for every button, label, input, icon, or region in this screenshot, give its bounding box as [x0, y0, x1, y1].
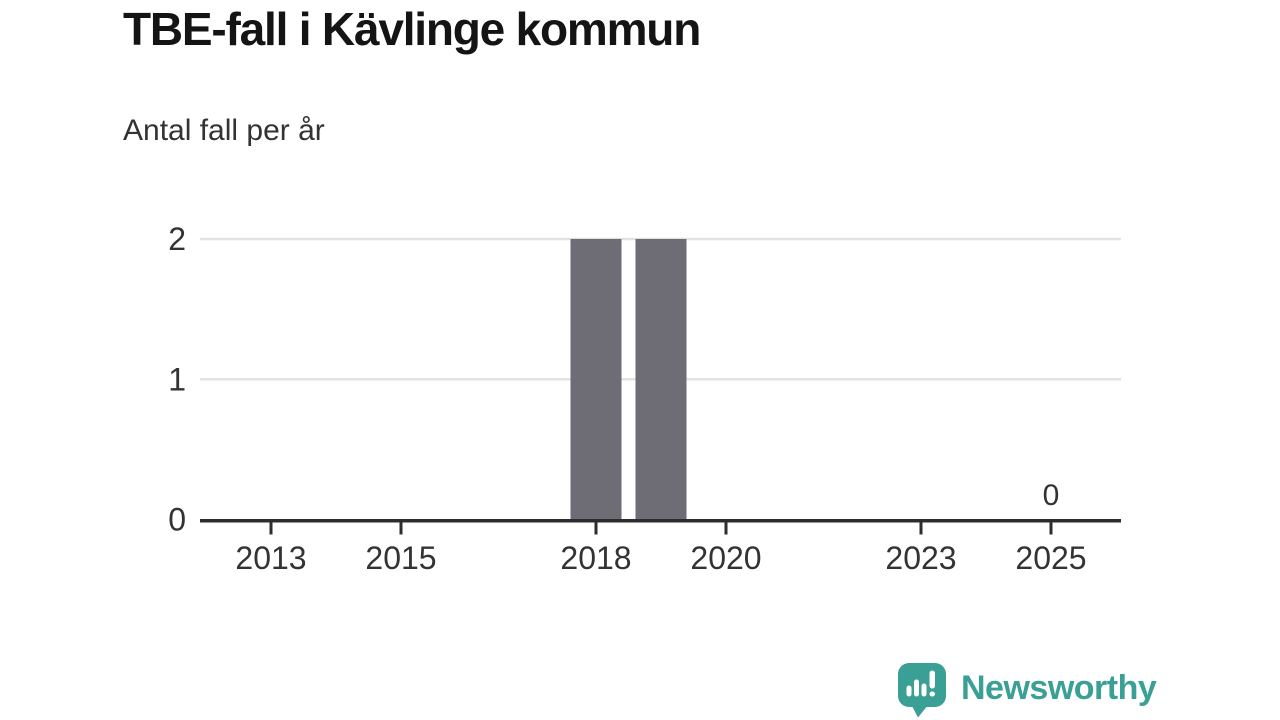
- x-tick-label-2025: 2025: [1015, 540, 1086, 576]
- chart-subtitle: Antal fall per år: [123, 114, 325, 147]
- bar-chart: 2013 2015 2018 2020 2023 2025 0 1 2 0: [168, 221, 1121, 576]
- x-tick-label-2023: 2023: [885, 540, 956, 576]
- y-tick-label-1: 1: [168, 361, 186, 397]
- x-tick-label-2018: 2018: [560, 540, 631, 576]
- bar-2019: [635, 239, 687, 520]
- logo-exclamation-dot: [929, 691, 935, 697]
- logo-bar-1: [906, 685, 912, 697]
- bar-2018: [570, 239, 622, 520]
- x-tick-label-2015: 2015: [365, 540, 436, 576]
- chart-title: TBE-fall i Kävlinge kommun: [123, 3, 701, 55]
- x-tick-label-2013: 2013: [235, 540, 306, 576]
- newsworthy-logo: Newsworthy: [898, 663, 1157, 718]
- logo-bar-2: [914, 679, 919, 697]
- logo-bar-3: [921, 683, 927, 697]
- value-annotation-2025: 0: [1043, 479, 1060, 512]
- logo-exclamation-line: [929, 670, 935, 689]
- newsworthy-logo-icon: [898, 663, 946, 718]
- y-tick-label-0: 0: [168, 502, 186, 538]
- newsworthy-logo-text: Newsworthy: [961, 669, 1157, 707]
- y-tick-label-2: 2: [168, 221, 186, 257]
- x-tick-label-2020: 2020: [690, 540, 761, 576]
